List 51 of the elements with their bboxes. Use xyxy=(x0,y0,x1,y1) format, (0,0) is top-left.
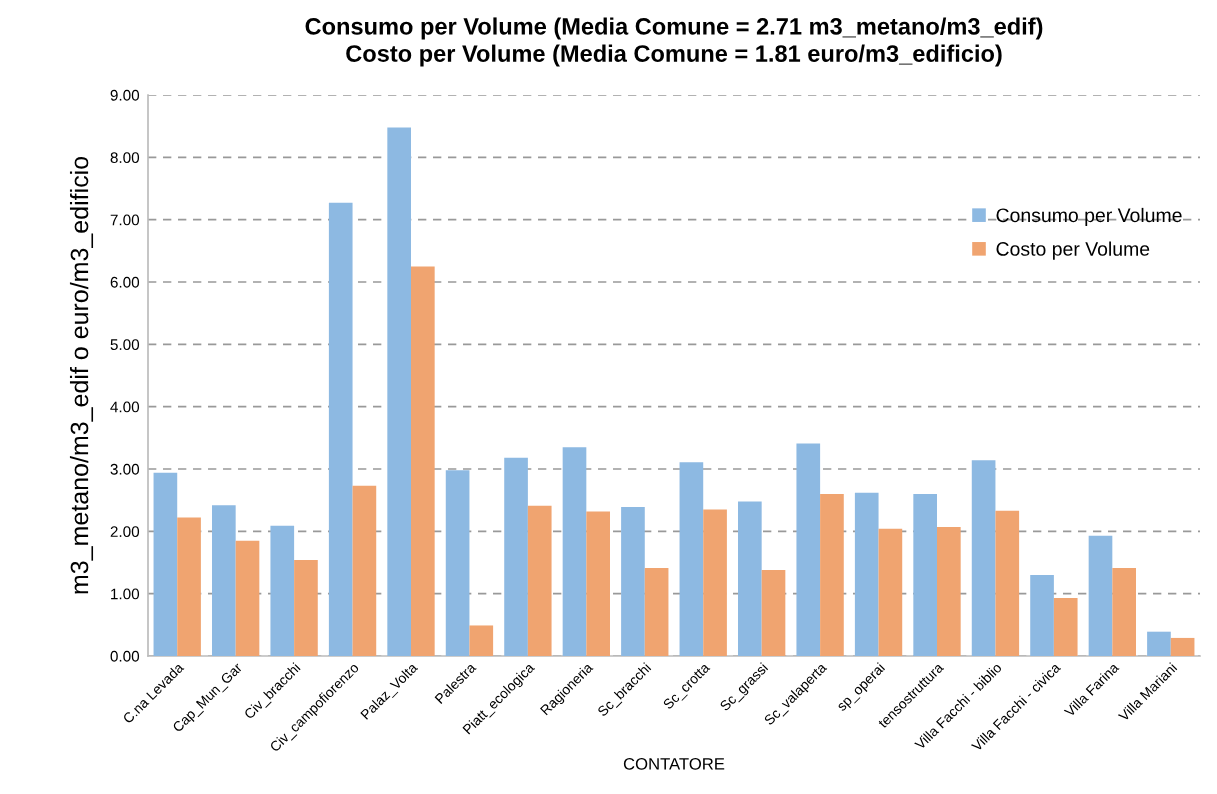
bar xyxy=(328,202,353,656)
bar xyxy=(411,266,435,656)
bar xyxy=(621,507,645,656)
y-tick-label: 5.00 xyxy=(110,339,140,351)
bar xyxy=(937,526,961,656)
bar xyxy=(820,493,844,656)
y-tick-label: 8.00 xyxy=(110,152,140,164)
legend-label: Costo per Volume xyxy=(996,241,1150,260)
y-tick-label: 0.00 xyxy=(110,650,140,662)
bar xyxy=(971,460,996,656)
bar xyxy=(270,525,295,656)
bar xyxy=(796,443,821,656)
bar xyxy=(1170,637,1195,656)
bar xyxy=(153,472,178,656)
bar xyxy=(504,457,528,656)
bar xyxy=(586,511,610,656)
bar xyxy=(387,127,411,656)
bar xyxy=(878,528,903,656)
bar xyxy=(1088,535,1113,656)
bar xyxy=(445,470,470,656)
y-tick-label: 4.00 xyxy=(110,401,140,413)
x-axis-title: CONTATORE xyxy=(623,757,725,770)
y-axis-title: m3_metano/m3_edif o euro/m3_edificio xyxy=(69,156,94,594)
legend-label: Consumo per Volume xyxy=(996,207,1182,226)
bar xyxy=(679,462,704,656)
bar xyxy=(1030,574,1054,656)
bar xyxy=(235,540,260,656)
y-tick-label: 7.00 xyxy=(110,214,140,226)
bar xyxy=(352,485,377,656)
bar xyxy=(644,568,669,656)
bar xyxy=(854,492,879,656)
y-tick-label: 2.00 xyxy=(110,526,140,538)
bar xyxy=(469,625,494,656)
bar xyxy=(761,569,786,656)
bar xyxy=(527,505,552,656)
bar xyxy=(738,501,762,656)
bar xyxy=(913,493,937,656)
bar xyxy=(1053,598,1078,656)
y-tick-label: 6.00 xyxy=(110,276,140,288)
bar xyxy=(1147,631,1171,656)
bar xyxy=(995,510,1020,656)
bar xyxy=(703,509,727,656)
bar xyxy=(562,447,587,656)
bar xyxy=(212,505,236,656)
bar xyxy=(294,560,318,656)
bar xyxy=(177,517,201,656)
y-tick-label: 9.00 xyxy=(110,89,140,101)
bar xyxy=(1112,568,1136,656)
chart-title: Consumo per Volume (Media Comune = 2.71 m3_metano/m3_edif) Costo per Volume (Media Comune = 1.81 euro/m3_edificio) xyxy=(305,17,1043,67)
y-tick-label: 3.00 xyxy=(110,463,140,475)
y-tick-label: 1.00 xyxy=(111,588,140,600)
